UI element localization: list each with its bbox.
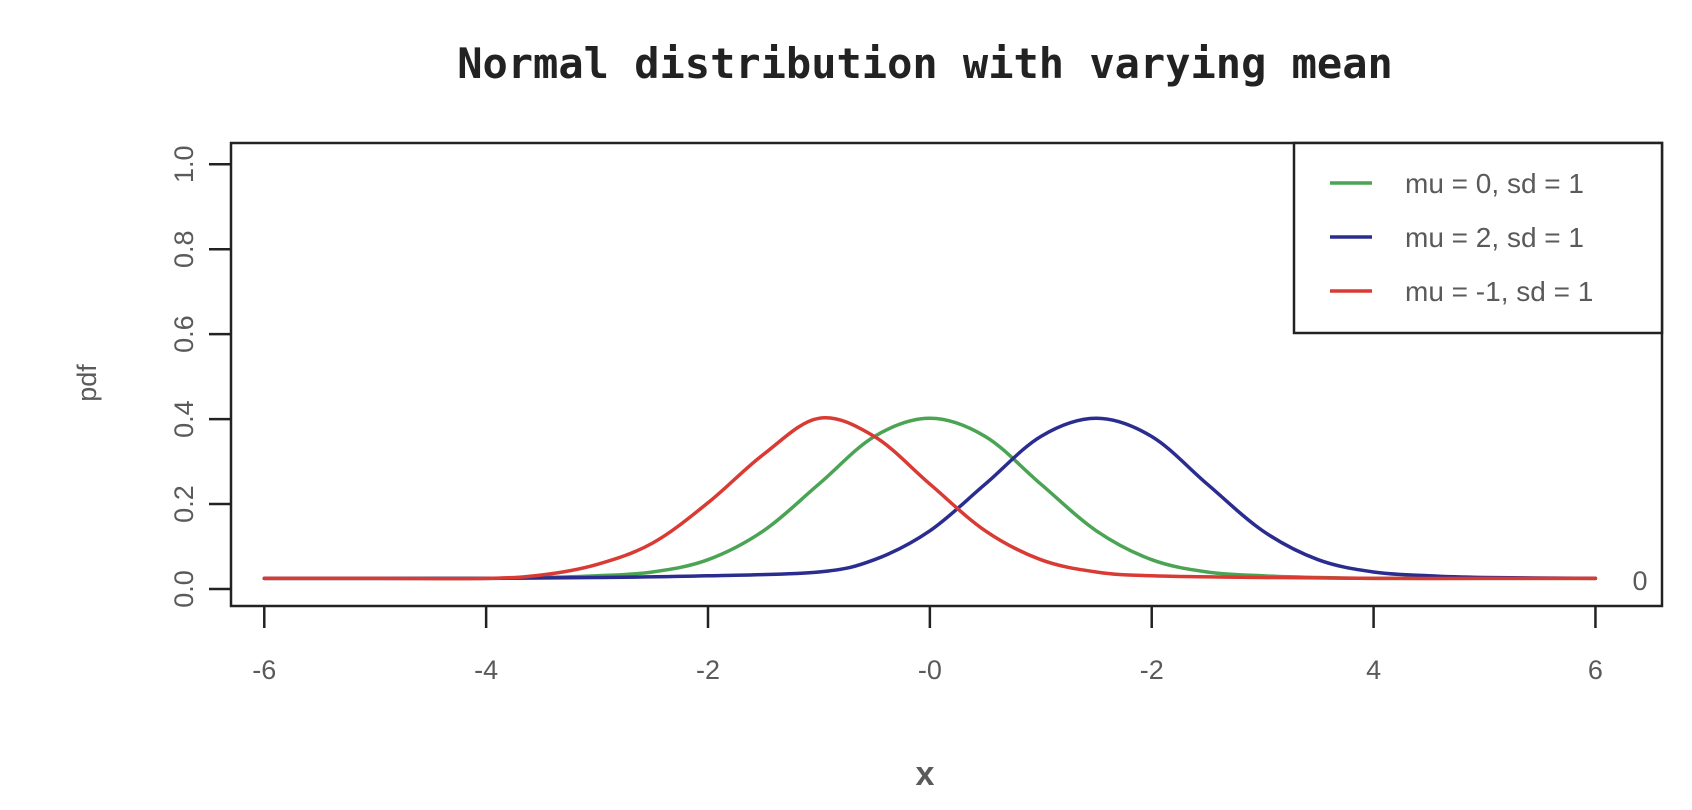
chart-title: Normal distribution with varying mean: [457, 39, 1393, 88]
y-tick-label: 0.4: [169, 400, 199, 438]
legend-label-2: mu = -1, sd = 1: [1405, 276, 1593, 307]
x-tick-label: -2: [696, 655, 720, 685]
y-tick-label: 0.0: [169, 570, 199, 608]
y-axis-label: pdf: [72, 364, 102, 402]
legend-label-0: mu = 0, sd = 1: [1405, 168, 1584, 199]
legend: mu = 0, sd = 1 mu = 2, sd = 1 mu = -1, sd …: [1292, 141, 1664, 335]
x-tick-label: -2: [1140, 655, 1164, 685]
x-tick-label: -4: [474, 655, 498, 685]
x-tick-label: 6: [1588, 655, 1603, 685]
series-line-0: [262, 416, 1598, 581]
y-tick-label: 0.8: [169, 230, 199, 268]
x-tick-label: 4: [1366, 655, 1381, 685]
plot-area: 0.0 0.2 0.4 0.6 0.8 1.0 -6 -4 -2 -0 -2 4 6: [169, 141, 1664, 685]
legend-label-1: mu = 2, sd = 1: [1405, 222, 1584, 253]
x-tick-label: -0: [918, 655, 942, 685]
series-line-1: [262, 416, 1598, 581]
plot-frame: [229, 141, 1664, 608]
x-axis-label: x: [916, 755, 935, 793]
series-line-2: [262, 416, 1598, 581]
y-tick-label: 0.2: [169, 485, 199, 523]
y-tick-label: 1.0: [169, 145, 199, 183]
zero-annotation: 0: [1632, 566, 1647, 596]
y-tick-label: 0.6: [169, 315, 199, 353]
x-tick-label: -6: [252, 655, 276, 685]
